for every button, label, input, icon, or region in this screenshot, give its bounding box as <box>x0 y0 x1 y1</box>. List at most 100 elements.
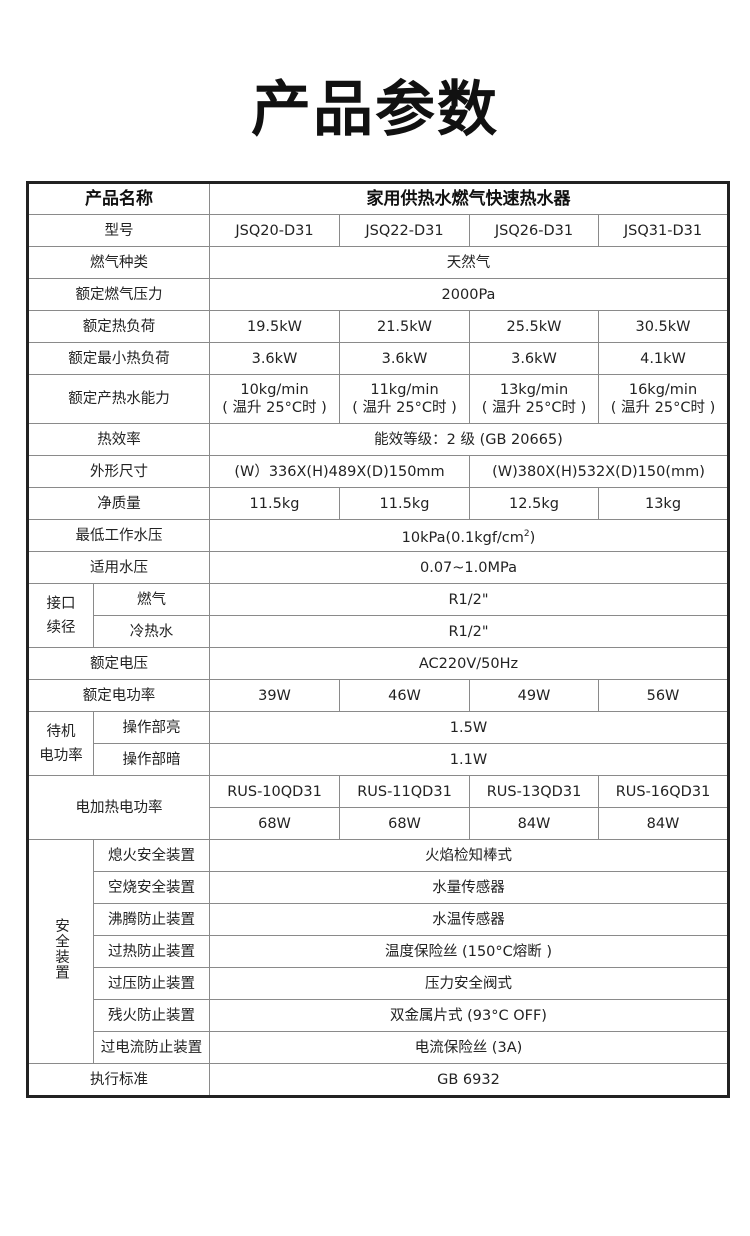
cell: RUS-10QD31 <box>209 775 340 808</box>
row-label: 过电流防止装置 <box>93 1031 210 1064</box>
cell-note: ( 温升 25°C时 ) <box>222 400 327 416</box>
cell: JSQ26-D31 <box>469 214 599 247</box>
row-label: 操作部暗 <box>93 743 210 776</box>
cell: 压力安全阀式 <box>209 967 729 1000</box>
group-label-line: 续径 <box>46 619 76 636</box>
cell: GB 6932 <box>209 1063 729 1097</box>
cell: 11kg/min ( 温升 25°C时 ) <box>339 374 470 424</box>
cell: 水温传感器 <box>209 903 729 936</box>
row-label: 执行标准 <box>27 1063 210 1097</box>
row-label: 额定电压 <box>27 647 210 680</box>
cell: 11.5kg <box>339 487 470 520</box>
cell: AC220V/50Hz <box>209 647 729 680</box>
cell: 11.5kg <box>209 487 340 520</box>
cell: 56W <box>598 679 729 712</box>
row-label: 热效率 <box>27 423 210 456</box>
cell: 电流保险丝 (3A) <box>209 1031 729 1064</box>
cell: 0.07~1.0MPa <box>209 551 729 584</box>
row-label: 熄火安全装置 <box>93 839 210 872</box>
cell: JSQ22-D31 <box>339 214 470 247</box>
cell: 21.5kW <box>339 310 470 343</box>
cell-value: 10kPa(0.1kgf/cm <box>401 529 524 546</box>
cell: 1.1W <box>209 743 729 776</box>
row-label: 额定产热水能力 <box>27 374 210 424</box>
row-label: 操作部亮 <box>93 711 210 744</box>
group-label-line: 接口 <box>46 595 76 612</box>
cell: 19.5kW <box>209 310 340 343</box>
cell: 30.5kW <box>598 310 729 343</box>
cell: 49W <box>469 679 599 712</box>
group-label: 安全装置 <box>27 839 94 1064</box>
cell: 2000Pa <box>209 278 729 311</box>
table-row: 沸腾防止装置 水温传感器 <box>28 903 729 936</box>
table-row: 电加热电功率 RUS-10QD31 RUS-11QD31 RUS-13QD31 … <box>27 775 729 840</box>
table-row: 执行标准 GB 6932 <box>27 1063 729 1097</box>
cell: 13kg <box>598 487 729 520</box>
row-label: 过压防止装置 <box>93 967 210 1000</box>
table-row: 额定电功率 39W 46W 49W 56W <box>27 679 729 712</box>
row-label: 最低工作水压 <box>27 519 210 552</box>
header-label: 产品名称 <box>27 182 210 215</box>
cell: R1/2" <box>209 615 729 648</box>
table-row: 操作部暗 1.1W <box>28 743 729 776</box>
cell: 68W <box>339 807 470 840</box>
table-row: 额定产热水能力 10kg/min ( 温升 25°C时 ) 11kg/min ( 温… <box>27 374 729 424</box>
cell: 16kg/min ( 温升 25°C时 ) <box>598 374 729 424</box>
row-label: 额定电功率 <box>27 679 210 712</box>
row-label: 残火防止装置 <box>93 999 210 1032</box>
table-row: 最低工作水压 10kPa(0.1kgf/cm2) <box>27 519 729 552</box>
table-header-row: 产品名称 家用供热水燃气快速热水器 <box>27 182 729 215</box>
row-label: 燃气种类 <box>27 246 210 279</box>
row-label: 额定燃气压力 <box>27 278 210 311</box>
table-row: 过电流防止装置 电流保险丝 (3A) <box>28 1031 729 1064</box>
cell: 1.5W <box>209 711 729 744</box>
cell: 双金属片式 (93°C OFF) <box>209 999 729 1032</box>
cell-value: 13kg/min <box>499 382 569 398</box>
table-row: 型号 JSQ20-D31 JSQ22-D31 JSQ26-D31 JSQ31-D… <box>27 214 729 247</box>
cell: 3.6kW <box>469 342 599 375</box>
group-label-line: 电功率 <box>39 747 83 764</box>
cell: 3.6kW <box>209 342 340 375</box>
row-label: 适用水压 <box>27 551 210 584</box>
table-row: 残火防止装置 双金属片式 (93°C OFF) <box>28 999 729 1032</box>
cell: 12.5kg <box>469 487 599 520</box>
table-row: 安全装置 熄火安全装置 火焰检知棒式 <box>27 839 729 1064</box>
cell: 4.1kW <box>598 342 729 375</box>
group-label-line: 待机 <box>46 723 76 740</box>
row-label: 净质量 <box>27 487 210 520</box>
cell: RUS-16QD31 <box>598 775 729 808</box>
group-label: 待机 电功率 <box>27 711 94 776</box>
header-value: 家用供热水燃气快速热水器 <box>209 182 729 215</box>
table-row: 冷热水 R1/2" <box>28 615 729 648</box>
cell-suffix: ) <box>529 529 536 546</box>
row-label: 沸腾防止装置 <box>93 903 210 936</box>
table-row: 额定最小热负荷 3.6kW 3.6kW 3.6kW 4.1kW <box>27 342 729 375</box>
cell-value: 11kg/min <box>370 382 439 398</box>
cell: 46W <box>339 679 470 712</box>
cell-value: 16kg/min <box>628 382 698 398</box>
cell: RUS-11QD31 <box>339 775 470 808</box>
cell: 13kg/min ( 温升 25°C时 ) <box>469 374 599 424</box>
table-row: 68W 68W 84W 84W <box>28 807 729 840</box>
cell: 10kg/min ( 温升 25°C时 ) <box>209 374 340 424</box>
cell: 84W <box>469 807 599 840</box>
cell: JSQ31-D31 <box>598 214 729 247</box>
cell-note: ( 温升 25°C时 ) <box>352 400 457 416</box>
row-label: 过热防止装置 <box>93 935 210 968</box>
table-row: 外形尺寸 (W）336X(H)489X(D)150mm (W)380X(H)53… <box>27 455 729 488</box>
table-row: 额定燃气压力 2000Pa <box>27 278 729 311</box>
table-row: 空烧安全装置 水量传感器 <box>28 871 729 904</box>
row-label: 电加热电功率 <box>27 775 210 840</box>
cell: (W)380X(H)532X(D)150(mm) <box>469 455 729 488</box>
safety-label: 安全装置 <box>53 918 69 980</box>
cell: 68W <box>209 807 340 840</box>
cell: RUS-13QD31 <box>469 775 599 808</box>
page-title: 产品参数 <box>251 75 499 145</box>
cell: 火焰检知棒式 <box>209 839 729 872</box>
row-label: 额定最小热负荷 <box>27 342 210 375</box>
table-row: 过热防止装置 温度保险丝 (150°C熔断 ) <box>28 935 729 968</box>
cell: 3.6kW <box>339 342 470 375</box>
table-row: 燃气种类 天然气 <box>27 246 729 279</box>
cell-note: ( 温升 25°C时 ) <box>481 400 587 416</box>
cell: 25.5kW <box>469 310 599 343</box>
